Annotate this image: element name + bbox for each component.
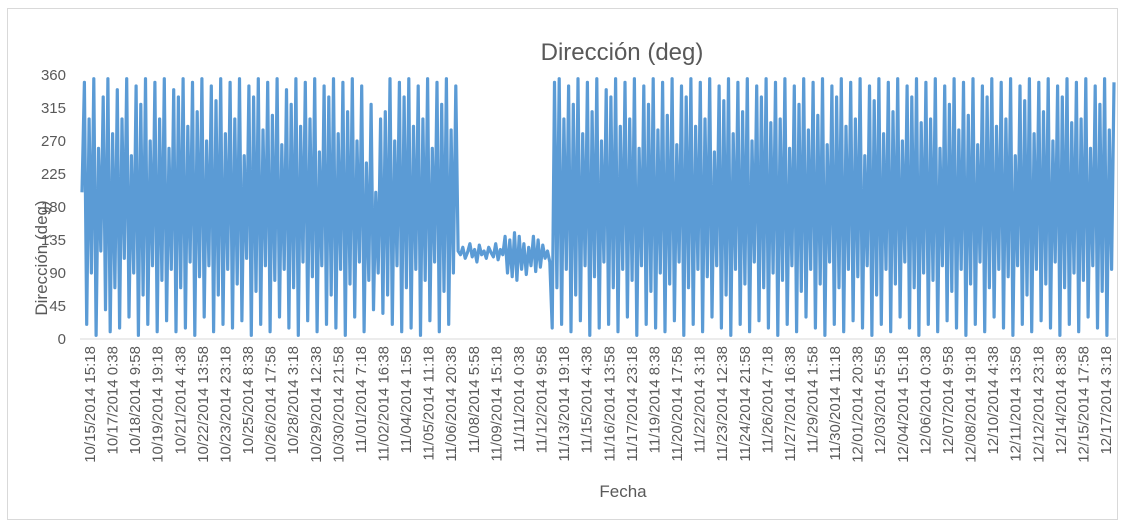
x-tick-label: 11/08/2014 5:58 — [466, 346, 483, 453]
x-tick-label: 10/21/2014 4:38 — [172, 346, 189, 454]
x-tick-label: 10/18/2014 9:58 — [127, 346, 144, 454]
x-tick-label: 11/27/2014 16:38 — [782, 346, 799, 462]
chart-title: Dirección (deg) — [541, 39, 704, 66]
x-tick-label: 12/01/2014 20:38 — [850, 346, 867, 463]
x-tick-label: 11/06/2014 20:38 — [443, 346, 460, 462]
series-line — [80, 77, 1116, 337]
x-tick-label: 11/24/2014 21:58 — [737, 346, 754, 462]
x-tick-label: 12/12/2014 23:18 — [1030, 346, 1047, 463]
y-tick-label: 0 — [58, 331, 66, 348]
y-tick-label: 180 — [41, 199, 66, 216]
y-tick-label: 135 — [41, 232, 66, 249]
x-tick-label: 12/03/2014 5:58 — [872, 346, 889, 454]
x-tick-label: 11/22/2014 3:18 — [692, 346, 709, 453]
x-tick-label: 10/25/2014 8:38 — [240, 346, 257, 454]
x-tick-label: 11/29/2014 1:58 — [804, 346, 821, 453]
x-tick-label: 12/08/2014 19:18 — [963, 346, 980, 463]
x-tick-label: 11/17/2014 23:18 — [624, 346, 641, 462]
x-tick-label: 10/26/2014 17:58 — [263, 346, 280, 463]
x-tick-label: 11/13/2014 19:18 — [556, 346, 573, 462]
x-tick-label: 11/16/2014 13:58 — [601, 346, 618, 462]
x-tick-label: 11/30/2014 11:18 — [827, 346, 844, 461]
x-tick-label: 10/22/2014 13:58 — [195, 346, 212, 463]
x-tick-label: 10/30/2014 21:58 — [330, 346, 347, 463]
x-axis: 10/15/2014 15:18 10/17/2014 0:38 10/18/201… — [82, 346, 1115, 463]
x-tick-label: 10/23/2014 23:18 — [217, 346, 234, 463]
x-tick-label: 11/19/2014 8:38 — [646, 346, 663, 453]
x-tick-label: 10/29/2014 12:38 — [308, 346, 325, 463]
x-tick-label: 12/06/2014 0:38 — [917, 346, 934, 454]
x-tick-label: 12/17/2014 3:18 — [1098, 346, 1115, 454]
y-axis-title: Dirección (deg) — [32, 200, 51, 315]
y-tick-label: 270 — [41, 133, 66, 150]
x-tick-label: 10/15/2014 15:18 — [82, 346, 99, 463]
x-tick-label: 12/10/2014 4:38 — [985, 346, 1002, 454]
x-tick-label: 11/23/2014 12:38 — [714, 346, 731, 462]
x-tick-label: 11/09/2014 15:18 — [488, 346, 505, 462]
x-tick-label: 10/28/2014 3:18 — [285, 346, 302, 454]
y-tick-label: 225 — [41, 166, 66, 183]
x-tick-label: 11/26/2014 7:18 — [759, 346, 776, 453]
x-tick-label: 12/04/2014 15:18 — [895, 346, 912, 463]
x-tick-label: 10/19/2014 19:18 — [150, 346, 167, 463]
x-tick-label: 12/07/2014 9:58 — [940, 346, 957, 454]
x-tick-label: 12/15/2014 17:58 — [1075, 346, 1092, 463]
x-tick-label: 12/11/2014 13:58 — [1008, 346, 1025, 462]
x-tick-label: 10/17/2014 0:38 — [105, 346, 122, 454]
y-tick-label: 90 — [49, 265, 66, 282]
x-tick-label: 11/12/2014 9:58 — [534, 346, 551, 453]
y-tick-label: 360 — [41, 67, 66, 84]
x-tick-label: 12/14/2014 8:38 — [1053, 346, 1070, 454]
x-tick-label: 11/01/2014 7:18 — [353, 346, 370, 453]
y-tick-label: 315 — [41, 100, 66, 117]
x-tick-label: 11/20/2014 17:58 — [669, 346, 686, 462]
x-tick-label: 11/11/2014 0:38 — [511, 346, 528, 452]
y-tick-label: 45 — [49, 298, 66, 315]
y-axis: 0 45 90 135 180 225 270 315 360 — [41, 67, 66, 348]
x-tick-label: 11/04/2014 1:58 — [398, 346, 415, 453]
x-tick-label: 11/05/2014 11:18 — [421, 346, 438, 461]
x-tick-label: 11/02/2014 16:38 — [376, 346, 393, 462]
x-tick-label: 11/15/2014 4:38 — [579, 346, 596, 453]
x-axis-title: Fecha — [599, 482, 647, 501]
